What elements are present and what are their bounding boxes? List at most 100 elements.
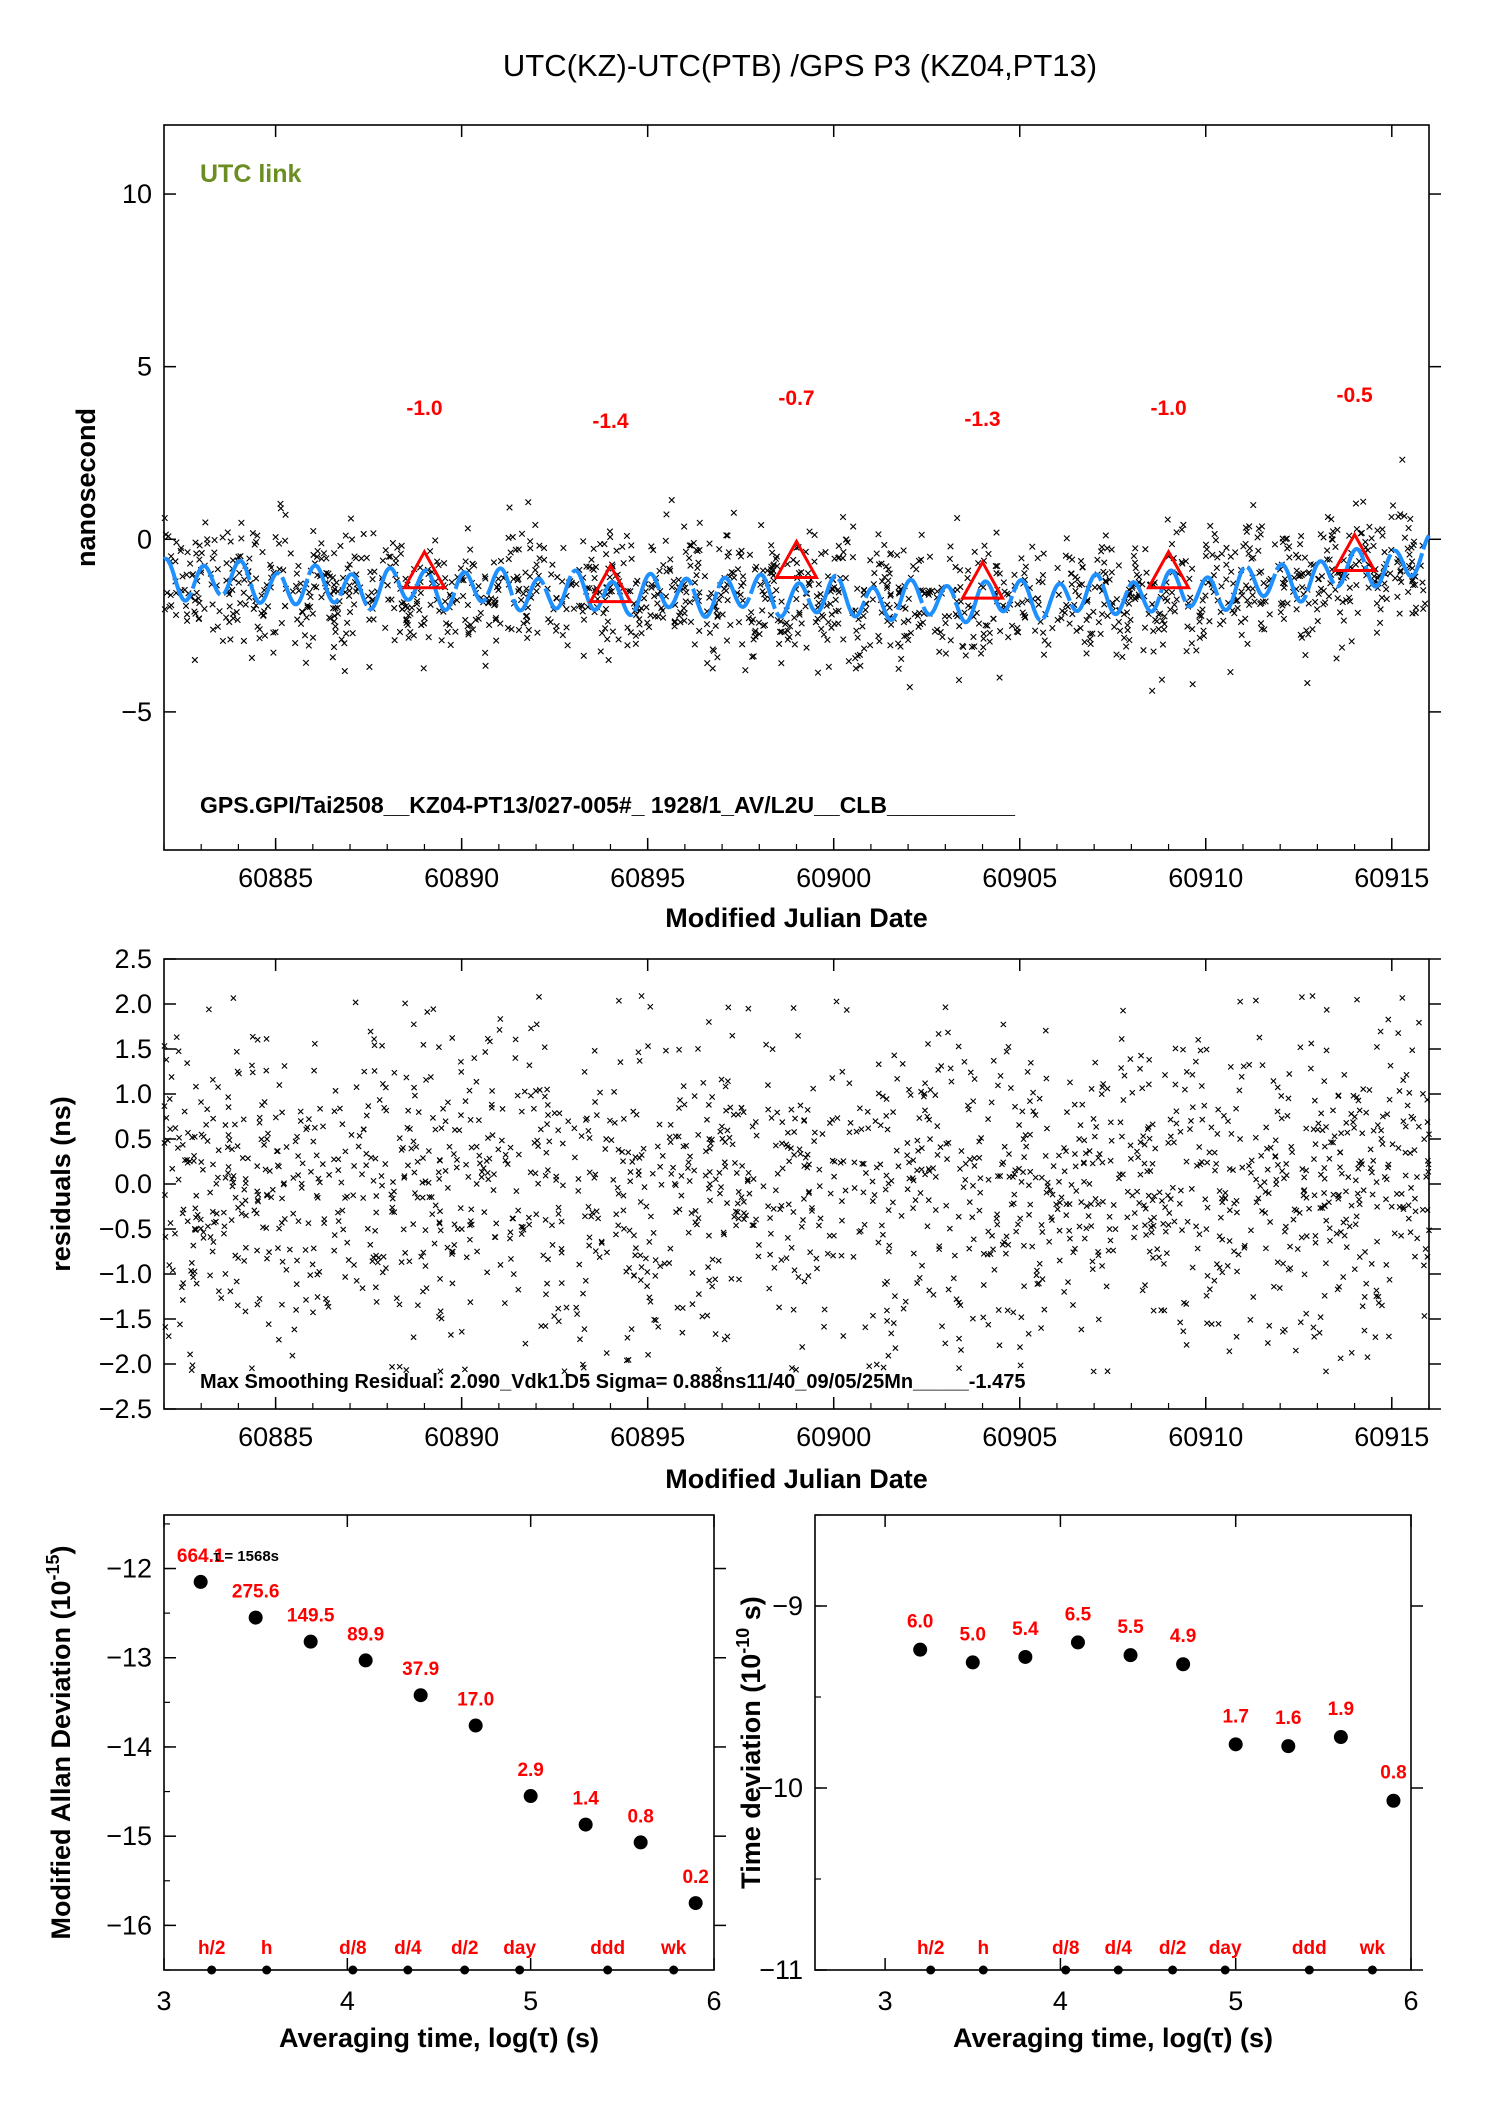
deviation-value-label: 17.0 — [457, 1690, 494, 1711]
data-point — [603, 1350, 610, 1357]
data-point — [866, 1363, 873, 1370]
data-point — [644, 1269, 651, 1275]
data-point — [825, 663, 833, 670]
data-point — [1400, 1077, 1407, 1084]
data-point — [1204, 1272, 1211, 1279]
x-tick-label: 60885 — [238, 1422, 313, 1452]
data-point — [346, 608, 354, 616]
data-point — [1105, 1247, 1112, 1254]
data-point — [501, 1300, 508, 1307]
data-point — [830, 584, 838, 591]
data-point — [205, 1006, 212, 1013]
data-point — [1121, 1072, 1128, 1079]
data-point — [369, 575, 376, 583]
data-point — [745, 1169, 752, 1176]
data-point — [690, 539, 697, 547]
data-point — [397, 550, 405, 557]
data-point — [183, 617, 191, 625]
data-point — [838, 1217, 845, 1224]
data-point — [297, 580, 304, 587]
data-point — [797, 1150, 804, 1157]
y-tick-label: −15 — [106, 1821, 152, 1851]
y-tick-label: −2.0 — [99, 1349, 152, 1379]
data-point — [1399, 456, 1406, 463]
data-point — [1216, 621, 1224, 628]
data-point — [626, 1227, 633, 1234]
data-point — [391, 637, 398, 644]
x-tick-label: 3 — [878, 1986, 893, 2016]
data-point — [1056, 1178, 1062, 1185]
data-point — [645, 1043, 652, 1050]
data-point — [768, 563, 775, 570]
data-point — [1034, 554, 1041, 562]
data-point — [200, 1234, 207, 1241]
data-point — [718, 1184, 725, 1191]
data-point — [1058, 1194, 1065, 1201]
data-point — [484, 1269, 491, 1276]
data-point — [802, 1154, 809, 1161]
data-point — [249, 1069, 256, 1076]
data-point — [207, 1272, 214, 1279]
data-point — [586, 1234, 593, 1241]
data-point — [947, 543, 954, 550]
data-point — [209, 601, 216, 608]
data-point — [211, 536, 218, 544]
data-point — [910, 1205, 917, 1212]
data-point — [229, 1175, 236, 1182]
data-point — [667, 1121, 674, 1128]
data-point — [869, 1178, 876, 1185]
x-tick-label: 60915 — [1354, 863, 1429, 893]
data-point — [742, 666, 749, 674]
data-point — [422, 1227, 429, 1234]
data-point — [1072, 1163, 1079, 1170]
data-point — [459, 592, 467, 600]
data-point — [465, 629, 472, 636]
data-point — [1311, 1097, 1318, 1104]
data-point — [651, 1316, 658, 1323]
data-point — [1132, 564, 1139, 572]
data-point — [1095, 618, 1103, 626]
data-point — [476, 1152, 483, 1159]
data-point — [385, 596, 392, 603]
data-point — [1233, 1105, 1240, 1112]
data-point — [1298, 994, 1305, 1001]
data-point — [204, 1223, 211, 1230]
data-point — [608, 1137, 615, 1144]
data-point — [266, 1249, 273, 1256]
data-point — [1276, 1285, 1283, 1292]
data-point — [1104, 612, 1111, 620]
data-point — [444, 1099, 451, 1106]
data-point — [1033, 1272, 1040, 1279]
data-point — [971, 643, 978, 650]
data-point — [778, 628, 785, 635]
data-point — [875, 632, 882, 640]
data-point — [233, 1278, 240, 1285]
data-point — [525, 1214, 532, 1221]
data-point — [836, 554, 843, 561]
data-point — [1007, 1085, 1014, 1091]
data-point — [585, 1203, 592, 1210]
data-point — [955, 676, 963, 684]
data-point — [315, 1175, 322, 1182]
data-point — [776, 1304, 783, 1311]
data-point — [394, 544, 401, 551]
data-point — [1281, 1326, 1288, 1333]
data-point — [348, 1131, 355, 1138]
data-point — [985, 550, 992, 558]
data-point — [1081, 1235, 1088, 1242]
data-point — [985, 1228, 992, 1235]
data-point — [330, 1156, 337, 1163]
data-point — [1180, 1046, 1186, 1053]
y-tick-label: −0.5 — [99, 1214, 152, 1244]
data-point — [1267, 1144, 1274, 1151]
data-point — [1140, 1133, 1147, 1140]
data-point — [1363, 1109, 1370, 1116]
data-point — [1210, 572, 1218, 579]
data-point — [210, 1239, 217, 1246]
data-point — [1292, 551, 1300, 559]
data-point — [411, 1084, 418, 1091]
data-point — [1040, 550, 1047, 557]
data-point — [1127, 616, 1134, 623]
data-point — [165, 1333, 172, 1340]
